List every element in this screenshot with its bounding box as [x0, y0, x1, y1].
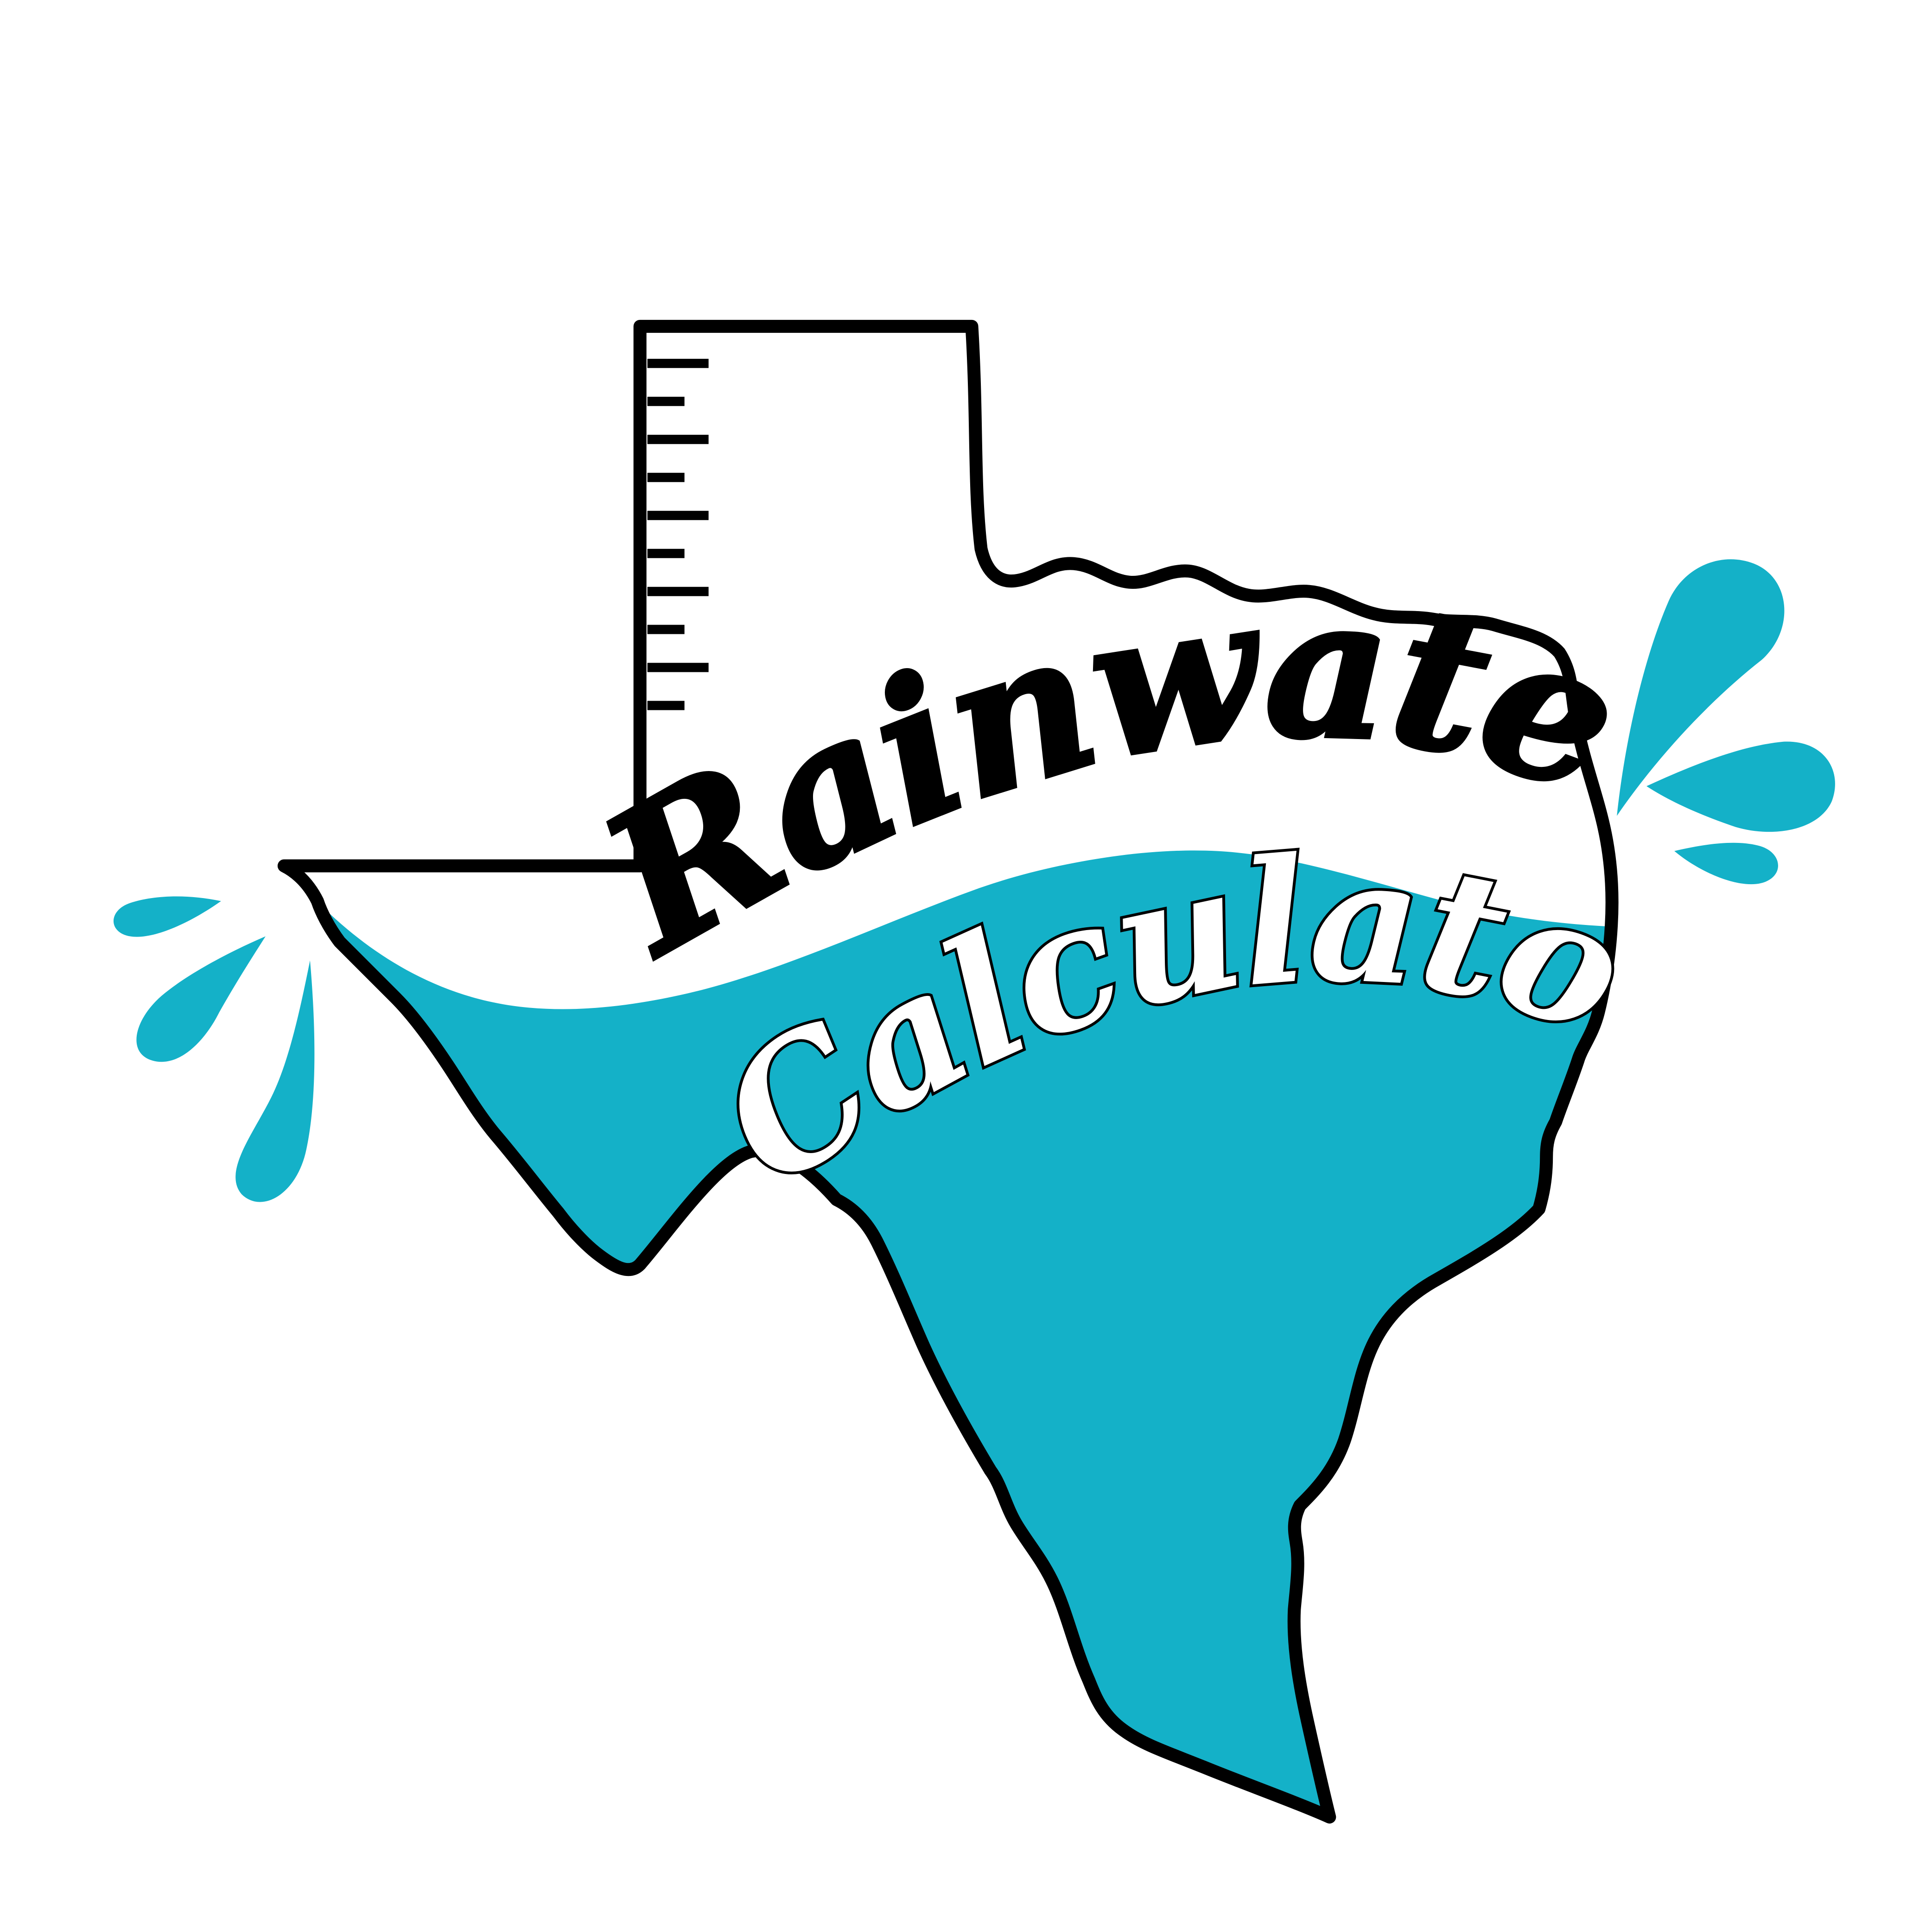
- splash-droplets-right-icon: [1616, 559, 1835, 885]
- rain-gauge-ruler-ticks: [647, 358, 709, 710]
- water-droplet-icon: [113, 896, 221, 937]
- texas-state-outline: [277, 319, 1619, 1824]
- water-droplet-icon: [1616, 559, 1784, 816]
- water-droplet-icon: [1674, 842, 1778, 885]
- water-droplet-icon: [136, 936, 266, 1062]
- water-droplet-icon: [235, 960, 314, 1202]
- splash-droplets-left-icon: [113, 896, 314, 1202]
- water-droplet-icon: [1646, 741, 1835, 832]
